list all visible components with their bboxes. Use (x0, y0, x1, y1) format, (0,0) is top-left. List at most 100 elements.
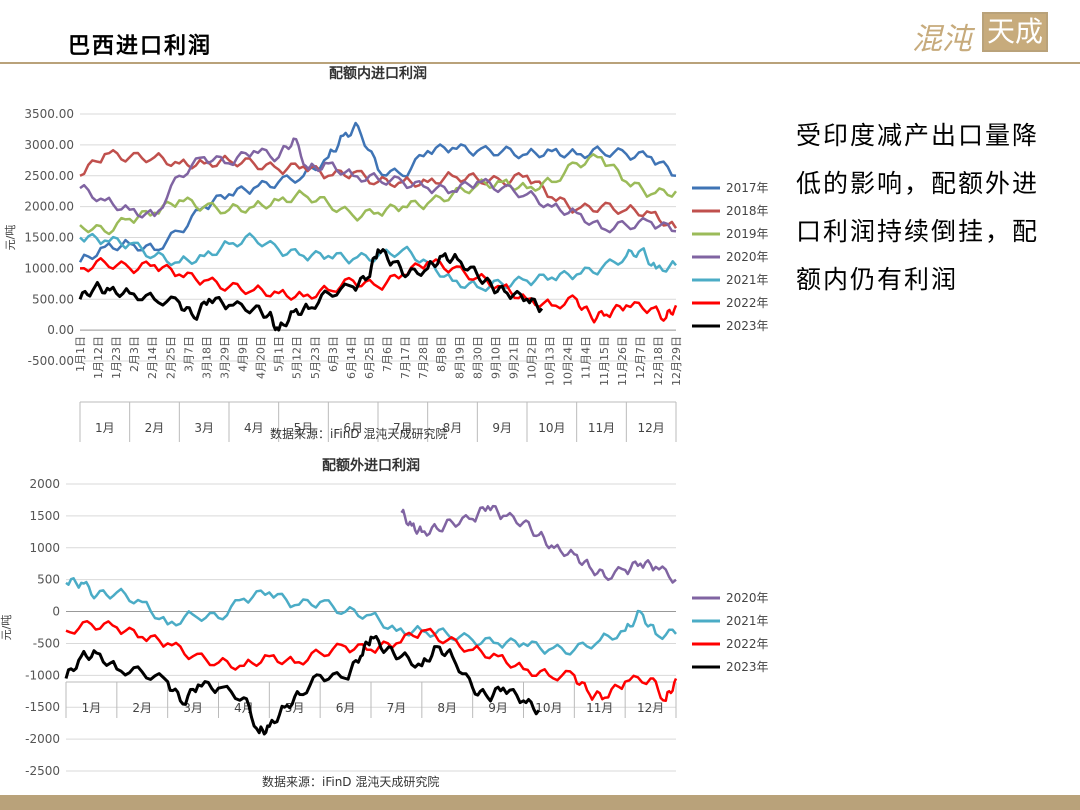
x-tick-label: 2月14日 (146, 336, 159, 379)
x-tick-label: 3月7日 (182, 336, 195, 372)
commentary-text: 受印度减产出口量降低的影响，配额外进口利润持续倒挂，配额内仍有利润 (796, 121, 1040, 294)
series-line-2022年 (65, 619, 678, 703)
x-tick-label: 10月2日 (526, 336, 539, 379)
x-tick-label: 8月19日 (453, 336, 466, 379)
logo-script-text: 混沌 (912, 22, 972, 57)
y-tick-label: 2500.00 (24, 169, 74, 183)
x-tick-label: 8月8日 (435, 336, 448, 372)
source-note: 数据来源：iFinD 混沌天成研究院 (262, 774, 439, 789)
y-axis-label: 元/吨 (0, 615, 13, 641)
series-line-2023年 (78, 248, 544, 332)
y-tick-label: -500.00 (28, 354, 74, 368)
page-title: 巴西进口利润 (68, 34, 213, 59)
chart-title: 配额外进口利润 (322, 457, 420, 474)
x-tick-label: 11月4日 (580, 336, 593, 379)
month-label: 5月 (285, 701, 305, 715)
x-tick-label: 7月6日 (381, 336, 394, 372)
series-line-2021年 (65, 577, 677, 656)
x-tick-label: 12月7日 (634, 336, 647, 379)
x-tick-label: 9月21日 (507, 336, 520, 379)
y-axis-label: 元/吨 (4, 225, 17, 251)
y-tick-label: 1000 (29, 541, 60, 555)
series-line-2020年 (400, 504, 677, 584)
x-tick-label: 12月29日 (670, 336, 683, 386)
y-tick-label: 1500.00 (24, 231, 74, 245)
y-tick-label: 0.00 (47, 323, 74, 337)
month-label: 3月 (183, 701, 203, 715)
x-tick-label: 11月26日 (616, 336, 629, 386)
y-tick-label: 3000.00 (24, 138, 74, 152)
x-tick-label: 2月25日 (164, 336, 177, 379)
brand-logo: 混沌 天成 (912, 12, 1052, 57)
legend-label: 2018年 (726, 204, 769, 218)
title-divider (0, 62, 1080, 64)
x-tick-label: 4月20日 (255, 336, 268, 379)
month-label: 12月 (637, 701, 664, 715)
y-tick-label: -1500 (25, 700, 60, 714)
logo-box-text: 天成 (982, 12, 1048, 52)
month-label: 4月 (244, 421, 264, 435)
series-line-2023年 (64, 634, 540, 736)
month-label: 12月 (638, 421, 665, 435)
x-tick-label: 8月30日 (471, 336, 484, 379)
month-label: 1月 (95, 421, 115, 435)
month-label: 6月 (336, 701, 356, 715)
y-tick-label: 1500 (29, 509, 60, 523)
y-tick-label: -2000 (25, 732, 60, 746)
x-tick-label: 2月3日 (128, 336, 141, 372)
legend-label: 2022年 (726, 637, 769, 651)
month-label: 2月 (145, 421, 165, 435)
x-tick-label: 12月18日 (652, 336, 665, 386)
month-label: 5月 (294, 421, 314, 435)
legend-label: 2021年 (726, 273, 769, 287)
x-tick-label: 4月9日 (237, 336, 250, 372)
legend-label: 2022年 (726, 296, 769, 310)
month-label: 11月 (586, 701, 613, 715)
x-tick-label: 10月24日 (562, 336, 575, 386)
x-tick-label: 1月23日 (110, 336, 123, 379)
footer-band (0, 795, 1080, 810)
x-tick-label: 5月23日 (309, 336, 322, 379)
month-label: 7月 (387, 701, 407, 715)
y-tick-label: -500 (33, 636, 60, 650)
x-tick-label: 6月3日 (327, 336, 340, 372)
chart-quota-out-profit: 配额外进口利润 2000 1500 1000 500 0 -500 -1000 -1500 -20… (0, 457, 769, 789)
x-tick-label: 9月10日 (489, 336, 502, 379)
legend-label: 2017年 (726, 181, 769, 195)
x-tick-label: 1月12日 (92, 336, 105, 379)
month-label: 9月 (492, 421, 512, 435)
month-label: 11月 (588, 421, 615, 435)
legend-label: 2019年 (726, 227, 769, 241)
month-label: 8月 (443, 421, 463, 435)
x-tick-label: 11月15日 (598, 336, 611, 386)
x-tick-label: 10月13日 (544, 336, 557, 386)
legend-label: 2020年 (726, 591, 769, 605)
y-tick-label: -2500 (25, 764, 60, 778)
series-line-2020年 (79, 137, 677, 234)
month-label: 1月 (82, 701, 102, 715)
y-tick-label: 500.00 (32, 292, 74, 306)
chart-quota-in-profit: 配额内进口利润 3500.00 3000.00 2500.00 2000.00 1500.… (4, 65, 769, 442)
x-tick-label: 7月28日 (417, 336, 430, 379)
chart-title: 配额内进口利润 (329, 65, 427, 82)
y-tick-label: 2000.00 (24, 200, 74, 214)
x-tick-label: 6月14日 (345, 336, 358, 379)
x-tick-label: 7月17日 (399, 336, 412, 379)
legend-label: 2023年 (726, 660, 769, 674)
x-tick-label: 3月18日 (200, 336, 213, 379)
y-tick-label: 1000.00 (24, 261, 74, 275)
y-tick-label: -1000 (25, 668, 60, 682)
source-note: 数据来源：iFinD 混沌天成研究院 (270, 426, 447, 441)
month-label: 7月 (393, 421, 413, 435)
month-label: 3月 (194, 421, 214, 435)
y-tick-label: 2000 (29, 477, 60, 491)
month-label: 2月 (132, 701, 152, 715)
month-label: 10月 (538, 421, 565, 435)
series-line-2017年 (78, 121, 677, 263)
series-line-2018年 (79, 148, 678, 229)
y-tick-label: 500 (37, 573, 60, 587)
month-label: 8月 (437, 701, 457, 715)
legend-label: 2020年 (726, 250, 769, 264)
month-label: 9月 (488, 701, 508, 715)
month-label: 10月 (535, 701, 562, 715)
